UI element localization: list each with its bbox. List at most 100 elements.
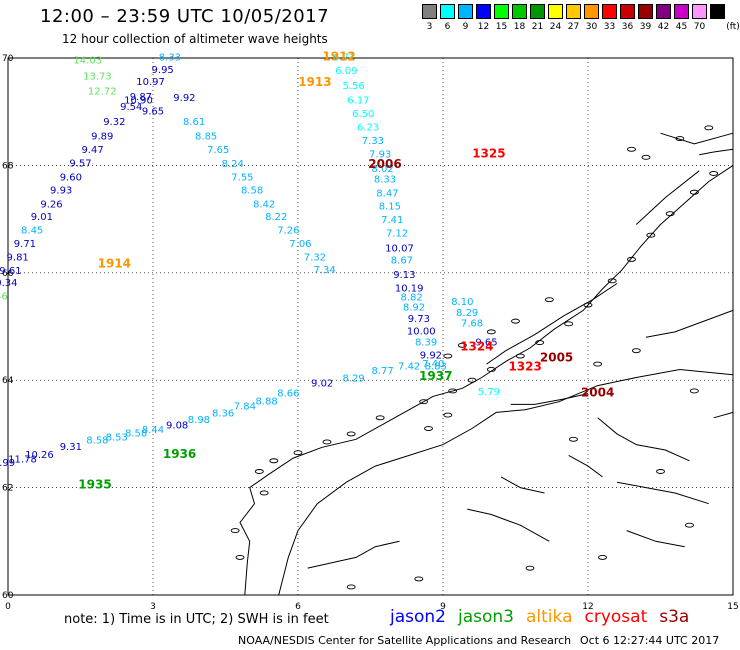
pass-time-label: 1936 [163,447,196,461]
wave-height-label: 9.47 [81,145,103,156]
scale-swatch [692,4,707,19]
island [641,154,651,160]
island [627,146,636,152]
island [583,302,593,308]
scale-label: 9 [462,22,469,32]
wave-height-label: 8.85 [195,132,217,143]
island [515,353,525,359]
wave-height-label: 10.34 [0,278,17,289]
scale-swatch [512,4,527,19]
wave-height-label: 7.65 [207,145,229,156]
island [646,232,656,238]
wave-height-label: 6.09 [335,66,357,77]
scale-label: 27 [567,22,580,32]
pass-time-label: 2004 [581,385,614,399]
island [704,125,714,131]
wave-height-label: 9.13 [393,270,415,281]
wave-height-label: 6.17 [347,96,369,107]
island [598,554,607,560]
wave-height-label: 13.46 [0,292,8,303]
island [607,278,617,284]
island [544,297,554,303]
wave-height-label: 8.10 [451,297,473,308]
island [486,329,496,335]
wave-height-label: 10.97 [136,77,165,88]
scale-label: 33 [603,22,616,32]
coastline [635,170,700,225]
scale-swatch [620,4,635,19]
wave-height-label: 9.54 [120,102,142,113]
wave-height-label: 8.22 [265,212,287,223]
lon-tick-label: 6 [295,602,301,612]
legend-item-cryosat: cryosat [584,607,648,627]
wave-height-label: 8.53 [106,432,128,443]
wave-height-label: 7.34 [313,265,335,276]
scale-label: 70 [693,22,706,32]
page-title: 12:00 – 23:59 UTC 10/05/2017 [40,6,330,27]
wave-height-label: 7.93 [369,149,391,160]
scale-unit: (ft) [726,22,740,32]
island [665,211,675,217]
wave-height-label: 8.45 [21,226,43,237]
wave-height-label: 10.07 [385,243,414,254]
legend-item-jason3: jason3 [458,607,514,627]
scale-swatch [548,4,563,19]
scale-label: 21 [531,22,544,32]
wave-height-label: 9.60 [60,172,82,183]
wave-height-label: 7.06 [289,239,311,250]
wave-height-label: 6.50 [352,109,374,120]
wave-height-label: 8.98 [188,415,210,426]
lon-tick-label: 12 [582,602,593,612]
wave-height-label: 8.88 [255,396,277,407]
scale-swatch [530,4,545,19]
wave-height-label: 8.83 [425,361,447,372]
wave-height-label: 9.26 [40,199,62,210]
wave-height-label: 8.58 [86,436,108,447]
wave-height-label: 9.73 [408,314,430,325]
wave-height-label: 9.01 [31,212,53,223]
wave-height-label: 7.55 [231,172,253,183]
scale-swatch [584,4,599,19]
wave-height-label: 11.78 [8,454,37,465]
footer-note: note: 1) Time is in UTC; 2) SWH is in fe… [64,612,329,627]
coastline [239,164,734,596]
wave-height-label: 7.12 [386,228,408,239]
coastline [500,476,545,494]
scale-label: 30 [585,22,598,32]
island [235,554,245,560]
pass-time-label: 2005 [540,350,573,364]
wave-height-label: 7.41 [381,215,403,226]
island [419,399,429,405]
island [535,340,545,346]
wave-height-label: 9.31 [60,442,82,453]
island [414,576,424,582]
pass-time-label: 1914 [98,256,131,270]
wave-height-label: 8.33 [159,53,181,64]
wave-height-label: 11.99 [0,458,15,469]
coastline [626,530,685,548]
pass-time-label: 1323 [508,360,541,374]
lat-tick-label: 66 [2,269,14,279]
island [525,565,535,571]
lon-tick-label: 3 [150,602,156,612]
wave-height-label: 7.33 [362,136,384,147]
island [689,388,699,394]
legend-item-s3a: s3a [659,607,690,627]
coastline [660,132,734,145]
island [709,171,719,176]
wave-height-label: 10.90 [124,96,153,107]
wave-height-label: 9.65 [142,106,164,117]
lon-tick-label: 0 [5,602,11,612]
wave-height-label: 10.26 [25,450,54,461]
scale-label: 39 [639,22,652,32]
wave-height-label: 9.65 [475,337,497,348]
island [375,415,385,421]
wave-height-label: 7.84 [234,402,256,413]
wave-height-label: 8.29 [342,373,364,384]
pass-time-label: 1324 [460,340,493,354]
pass-time-label: 1935 [78,478,111,492]
wave-height-label: 8.24 [222,159,244,170]
wave-height-label: 13.73 [83,71,112,82]
island [293,450,303,456]
wave-height-label: 5.56 [342,81,364,92]
